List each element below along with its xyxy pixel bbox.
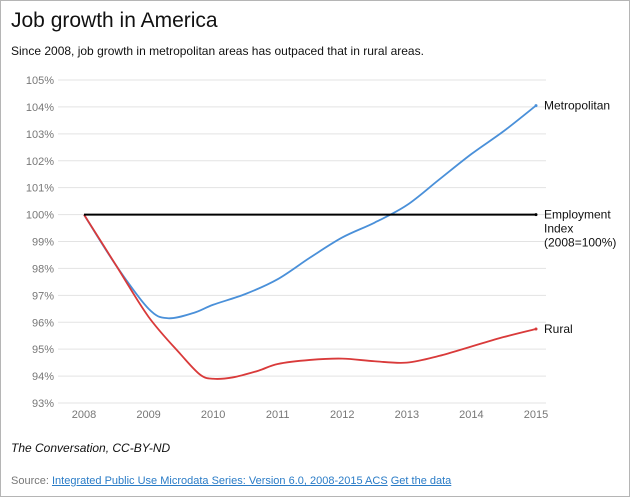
x-tick-label: 2009 bbox=[136, 409, 160, 421]
x-tick-label: 2011 bbox=[266, 409, 290, 421]
y-tick-label: 99% bbox=[32, 237, 54, 249]
metropolitan-line bbox=[83, 104, 537, 320]
y-tick-label: 105% bbox=[26, 75, 54, 87]
rural-line bbox=[83, 214, 537, 380]
line-end-marker bbox=[534, 213, 538, 217]
y-tick-label: 95% bbox=[32, 344, 54, 356]
x-tick-label: 2008 bbox=[72, 409, 96, 421]
y-tick-label: 102% bbox=[26, 156, 54, 168]
x-tick-label: 2012 bbox=[330, 409, 354, 421]
x-tick-label: 2014 bbox=[459, 409, 483, 421]
x-tick-label: 2010 bbox=[201, 409, 225, 421]
metropolitan-label: Metropolitan bbox=[544, 99, 610, 113]
y-tick-label: 104% bbox=[26, 102, 54, 114]
source-link[interactable]: Integrated Public Use Microdata Series: … bbox=[51, 475, 388, 487]
x-tick-label: 2013 bbox=[395, 409, 419, 421]
employment-index-label: Index bbox=[544, 222, 573, 236]
y-tick-label: 94% bbox=[32, 371, 54, 383]
source-prefix: Source: bbox=[11, 475, 49, 487]
employment-index-label: (2008=100%) bbox=[544, 236, 616, 250]
line-end-marker bbox=[534, 327, 538, 331]
employment-index-label: Employment bbox=[544, 208, 611, 222]
x-tick-label: 2015 bbox=[524, 409, 548, 421]
credit-line: The Conversation, CC-BY-ND bbox=[11, 441, 171, 455]
y-tick-label: 97% bbox=[32, 290, 54, 302]
get-data-link[interactable]: Get the data bbox=[390, 475, 452, 487]
chart-subtitle: Since 2008, job growth in metropolitan a… bbox=[11, 44, 424, 58]
y-tick-label: 101% bbox=[26, 183, 54, 195]
rural-label: Rural bbox=[544, 322, 573, 336]
chart-title: Job growth in America bbox=[11, 9, 218, 32]
y-tick-label: 98% bbox=[32, 263, 54, 275]
y-tick-label: 100% bbox=[26, 210, 54, 222]
line-end-marker bbox=[534, 104, 538, 108]
source-line: Source: Integrated Public Use Microdata … bbox=[11, 475, 451, 487]
y-tick-label: 96% bbox=[32, 317, 54, 329]
y-tick-label: 93% bbox=[32, 398, 54, 410]
y-tick-label: 103% bbox=[26, 129, 54, 141]
